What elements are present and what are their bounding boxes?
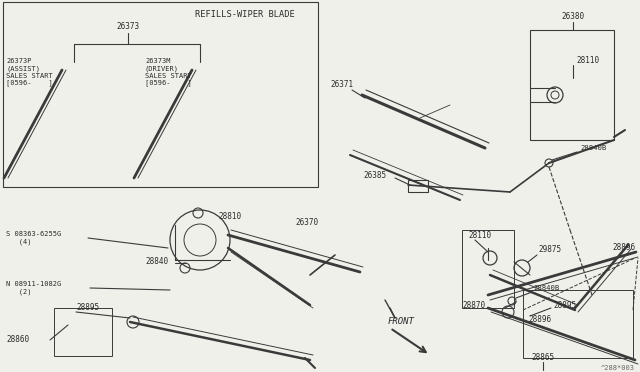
Text: 28110: 28110	[576, 55, 599, 64]
Text: ^288*003: ^288*003	[601, 365, 635, 371]
Text: 26373P
(ASSIST)
SALES START
[0596-    ]: 26373P (ASSIST) SALES START [0596- ]	[6, 58, 52, 86]
Text: N 08911-1082G
   (2): N 08911-1082G (2)	[6, 281, 61, 295]
Text: 26373: 26373	[116, 22, 140, 31]
Bar	[523, 290, 633, 358]
Text: 28840B: 28840B	[533, 285, 559, 291]
Text: REFILLS-WIPER BLADE: REFILLS-WIPER BLADE	[195, 10, 295, 19]
Text: 28895: 28895	[553, 301, 576, 310]
Text: 28840: 28840	[145, 257, 168, 266]
Text: 26380: 26380	[561, 12, 584, 20]
Bar	[462, 230, 514, 308]
Text: 28865: 28865	[531, 353, 555, 362]
Bar	[54, 308, 112, 356]
Text: 26373M
(DRIVER)
SALES START
[0596-    ]: 26373M (DRIVER) SALES START [0596- ]	[145, 58, 192, 86]
Text: 26370: 26370	[295, 218, 318, 227]
Text: FRONT: FRONT	[388, 317, 415, 327]
Text: S 08363-6255G
   (4): S 08363-6255G (4)	[6, 231, 61, 245]
Text: 28840B: 28840B	[580, 145, 606, 151]
Text: 26385: 26385	[363, 170, 386, 180]
Bar	[408, 180, 428, 192]
Text: 28895: 28895	[76, 304, 99, 312]
Text: 29875: 29875	[538, 246, 561, 254]
Text: 28896: 28896	[612, 244, 635, 253]
Text: 28870: 28870	[462, 301, 485, 310]
Text: 28110: 28110	[468, 231, 491, 240]
Text: 28810: 28810	[218, 212, 241, 221]
Text: 26371: 26371	[330, 80, 353, 89]
Bar	[530, 30, 614, 140]
Text: 28896: 28896	[528, 315, 551, 324]
Text: 28860: 28860	[6, 336, 29, 344]
Bar	[3, 2, 318, 187]
